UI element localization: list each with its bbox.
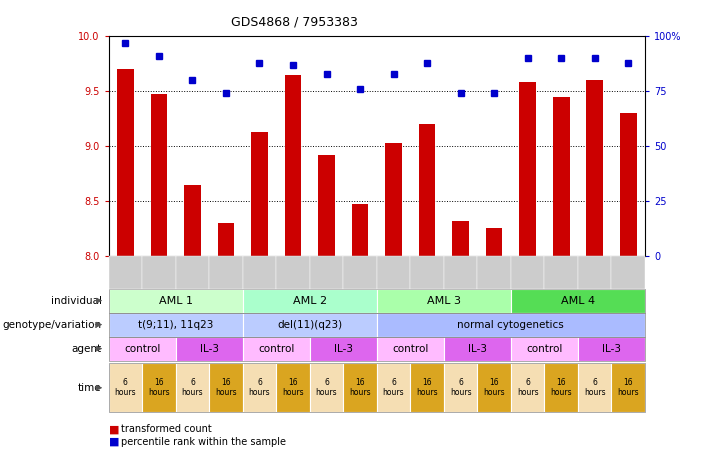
Text: IL-3: IL-3 (468, 343, 486, 354)
Text: 6
hours: 6 hours (315, 378, 337, 397)
Text: 6
hours: 6 hours (114, 378, 136, 397)
Text: AML 2: AML 2 (293, 295, 327, 306)
Text: control: control (526, 343, 563, 354)
Bar (620, 113, 637, 256)
Bar (251, 132, 268, 256)
Text: individual: individual (50, 295, 102, 306)
Text: 16
hours: 16 hours (416, 378, 438, 397)
Text: 6
hours: 6 hours (249, 378, 271, 397)
Text: 16
hours: 16 hours (618, 378, 639, 397)
Bar (318, 155, 335, 256)
Text: 6
hours: 6 hours (182, 378, 203, 397)
Text: agent: agent (72, 343, 102, 354)
Text: 6
hours: 6 hours (584, 378, 606, 397)
Bar (151, 95, 168, 256)
Bar (553, 96, 569, 256)
Text: genotype/variation: genotype/variation (3, 319, 102, 330)
Text: control: control (392, 343, 428, 354)
Text: 16
hours: 16 hours (550, 378, 572, 397)
Text: 16
hours: 16 hours (349, 378, 371, 397)
Text: GDS4868 / 7953383: GDS4868 / 7953383 (231, 16, 358, 29)
Text: transformed count: transformed count (121, 424, 211, 434)
Text: 16
hours: 16 hours (215, 378, 237, 397)
Bar (217, 223, 234, 256)
Text: AML 3: AML 3 (427, 295, 461, 306)
Text: percentile rank within the sample: percentile rank within the sample (121, 437, 285, 447)
Text: t(9;11), 11q23: t(9;11), 11q23 (138, 319, 213, 330)
Bar (285, 75, 301, 256)
Bar (184, 184, 200, 256)
Bar (117, 69, 134, 256)
Bar (352, 204, 369, 256)
Text: del(11)(q23): del(11)(q23) (277, 319, 342, 330)
Bar (385, 143, 402, 256)
Text: 6
hours: 6 hours (517, 378, 538, 397)
Bar (418, 124, 435, 256)
Text: 16
hours: 16 hours (483, 378, 505, 397)
Text: 6
hours: 6 hours (450, 378, 471, 397)
Text: 6
hours: 6 hours (383, 378, 404, 397)
Bar (452, 221, 469, 256)
Text: AML 4: AML 4 (561, 295, 595, 306)
Text: AML 1: AML 1 (158, 295, 193, 306)
Text: IL-3: IL-3 (200, 343, 219, 354)
Text: control: control (258, 343, 294, 354)
Bar (486, 228, 503, 256)
Text: IL-3: IL-3 (334, 343, 353, 354)
Text: 16
hours: 16 hours (283, 378, 304, 397)
Text: time: time (78, 383, 102, 393)
Bar (586, 80, 603, 256)
Text: ■: ■ (109, 437, 119, 447)
Text: ■: ■ (109, 424, 119, 434)
Text: 16
hours: 16 hours (148, 378, 170, 397)
Bar (519, 82, 536, 256)
Text: normal cytogenetics: normal cytogenetics (458, 319, 564, 330)
Text: control: control (124, 343, 161, 354)
Text: IL-3: IL-3 (602, 343, 621, 354)
